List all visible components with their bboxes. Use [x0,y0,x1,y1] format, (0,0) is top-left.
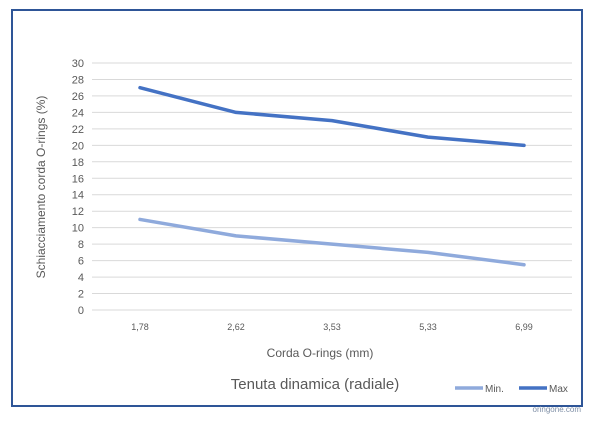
y-tick-label: 26 [72,91,84,103]
y-tick-label: 28 [72,74,84,86]
y-tick-label: 2 [78,289,84,301]
x-axis-ticks: 1,78 2,62 3,53 5,33 6,99 [131,322,533,332]
x-tick-label: 2,62 [227,322,245,332]
y-tick-label: 8 [78,239,84,251]
legend-label: Min. [485,384,504,395]
y-tick-label: 24 [72,107,84,119]
legend: Min. Max [455,384,568,395]
grid-lines [92,62,572,311]
legend-label: Max [549,384,568,395]
y-tick-label: 4 [78,272,84,284]
x-tick-label: 1,78 [131,322,149,332]
x-tick-label: 5,33 [419,322,437,332]
y-tick-label: 6 [78,256,84,268]
chart-title: Tenuta dinamica (radiale) [231,376,399,393]
x-axis-title: Corda O-rings (mm) [267,346,374,360]
y-tick-label: 22 [72,124,84,136]
y-tick-label: 0 [78,305,84,317]
x-tick-label: 3,53 [323,322,341,332]
y-tick-label: 12 [72,206,84,218]
y-tick-label: 14 [72,190,84,202]
y-tick-label: 10 [72,223,84,235]
footer-credit: oringone.com [532,405,581,414]
y-tick-label: 30 [72,58,84,70]
y-axis-title: Schiacciamento corda O-rings (%) [34,96,48,279]
series-line-min [138,217,526,267]
y-tick-label: 18 [72,157,84,169]
y-tick-label: 20 [72,140,84,152]
series-lines [138,85,526,267]
y-tick-label: 16 [72,173,84,185]
x-tick-label: 6,99 [515,322,533,332]
chart-frame [11,9,583,407]
